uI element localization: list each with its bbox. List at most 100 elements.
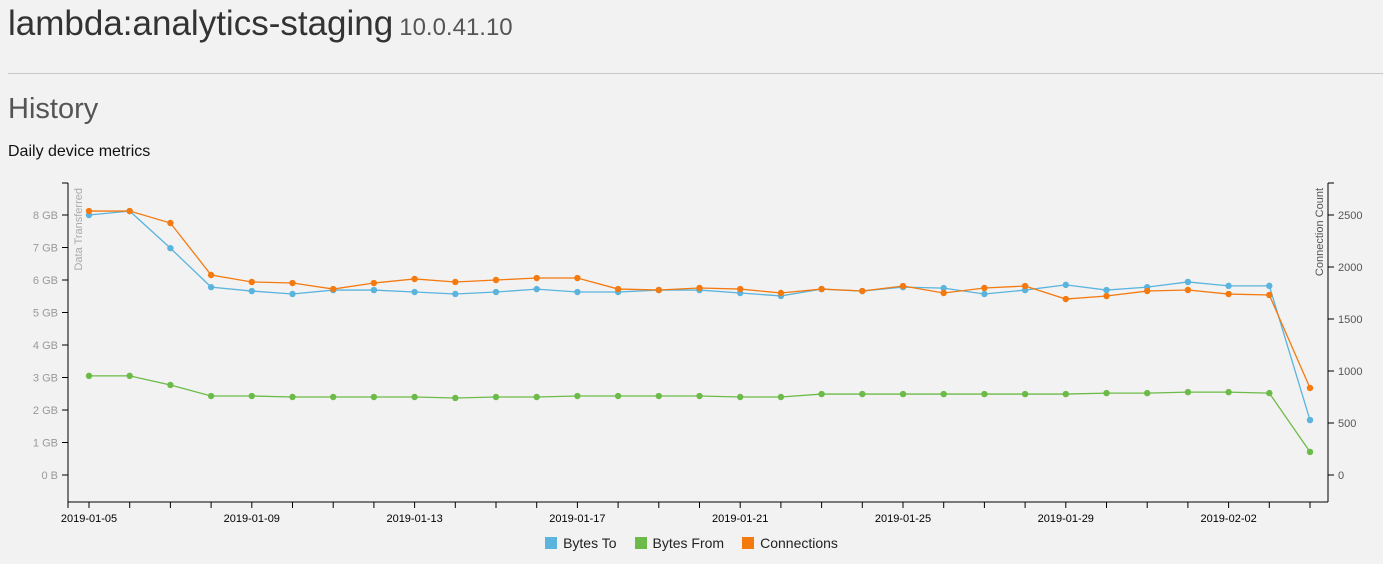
data-point[interactable] bbox=[737, 393, 744, 401]
x-tick-label: 2019-01-17 bbox=[549, 513, 605, 525]
data-point[interactable] bbox=[248, 287, 255, 295]
x-tick-label: 2019-01-05 bbox=[61, 513, 117, 525]
data-point[interactable] bbox=[574, 274, 581, 282]
data-point[interactable] bbox=[126, 207, 133, 215]
data-point[interactable] bbox=[289, 290, 296, 298]
data-point[interactable] bbox=[818, 285, 825, 293]
data-point[interactable] bbox=[492, 276, 500, 284]
data-point[interactable] bbox=[248, 278, 255, 286]
data-point[interactable] bbox=[1021, 282, 1029, 290]
data-point[interactable] bbox=[207, 283, 215, 291]
data-point[interactable] bbox=[411, 288, 418, 296]
data-point[interactable] bbox=[696, 392, 703, 400]
data-point[interactable] bbox=[1225, 290, 1232, 298]
data-point[interactable] bbox=[1103, 286, 1110, 294]
data-point[interactable] bbox=[289, 393, 296, 401]
data-point[interactable] bbox=[85, 372, 93, 380]
data-point[interactable] bbox=[614, 392, 622, 400]
x-tick-label: 2019-01-09 bbox=[224, 513, 280, 525]
data-point[interactable] bbox=[330, 393, 337, 401]
data-point[interactable] bbox=[696, 284, 703, 292]
data-point[interactable] bbox=[1144, 287, 1151, 295]
data-point[interactable] bbox=[1184, 286, 1192, 294]
data-point[interactable] bbox=[1021, 390, 1029, 398]
data-point[interactable] bbox=[1306, 448, 1314, 456]
x-tick-label: 2019-01-13 bbox=[386, 513, 442, 525]
data-point[interactable] bbox=[167, 381, 174, 389]
data-point[interactable] bbox=[614, 285, 622, 293]
legend-label: Connections bbox=[760, 535, 838, 551]
data-point[interactable] bbox=[818, 390, 825, 398]
data-point[interactable] bbox=[859, 390, 866, 398]
data-point[interactable] bbox=[1225, 282, 1232, 290]
data-point[interactable] bbox=[859, 287, 866, 295]
data-point[interactable] bbox=[411, 275, 418, 283]
data-point[interactable] bbox=[981, 290, 988, 298]
data-point[interactable] bbox=[452, 290, 459, 298]
data-point[interactable] bbox=[492, 393, 500, 401]
data-point[interactable] bbox=[1306, 384, 1314, 392]
data-point[interactable] bbox=[655, 286, 662, 294]
section-title: History bbox=[8, 93, 99, 125]
data-point[interactable] bbox=[940, 289, 947, 297]
series-connections bbox=[85, 207, 1314, 392]
data-point[interactable] bbox=[370, 393, 378, 401]
data-point[interactable] bbox=[533, 274, 540, 282]
data-point[interactable] bbox=[167, 219, 174, 227]
data-point[interactable] bbox=[1184, 388, 1192, 396]
legend-label: Bytes To bbox=[563, 535, 617, 551]
data-point[interactable] bbox=[85, 207, 93, 215]
data-point[interactable] bbox=[533, 285, 540, 293]
data-point[interactable] bbox=[1184, 278, 1192, 286]
data-point[interactable] bbox=[370, 286, 378, 294]
data-point[interactable] bbox=[1225, 388, 1232, 396]
data-point[interactable] bbox=[370, 279, 378, 287]
data-point[interactable] bbox=[737, 285, 744, 293]
data-point[interactable] bbox=[981, 284, 988, 292]
data-point[interactable] bbox=[533, 393, 540, 401]
data-point[interactable] bbox=[574, 392, 581, 400]
data-point[interactable] bbox=[1062, 390, 1070, 398]
series-line bbox=[89, 210, 1311, 389]
legend-item[interactable]: Connections bbox=[742, 535, 838, 551]
data-point[interactable] bbox=[452, 278, 459, 286]
data-point[interactable] bbox=[1266, 389, 1273, 397]
data-point[interactable] bbox=[777, 393, 785, 401]
chart-legend: Bytes To Bytes From Connections bbox=[0, 535, 1383, 551]
data-point[interactable] bbox=[1103, 292, 1110, 300]
legend-item[interactable]: Bytes From bbox=[634, 535, 724, 551]
data-point[interactable] bbox=[411, 393, 418, 401]
series-bytes-to bbox=[85, 207, 1314, 424]
chart-subtitle: Daily device metrics bbox=[8, 143, 151, 160]
data-point[interactable] bbox=[655, 392, 662, 400]
data-point[interactable] bbox=[452, 394, 459, 402]
y-right-tick-label: 0 bbox=[1338, 470, 1344, 482]
data-point[interactable] bbox=[1062, 295, 1070, 303]
data-point[interactable] bbox=[574, 288, 581, 296]
data-point[interactable] bbox=[330, 285, 337, 293]
data-point[interactable] bbox=[899, 390, 907, 398]
data-point[interactable] bbox=[126, 372, 133, 380]
data-point[interactable] bbox=[167, 244, 174, 252]
legend-swatch bbox=[545, 537, 558, 549]
y-left-tick-label: 4 GB bbox=[33, 340, 58, 352]
y-right-tick-label: 2000 bbox=[1338, 262, 1362, 274]
data-point[interactable] bbox=[899, 282, 907, 290]
data-point[interactable] bbox=[1062, 281, 1070, 289]
y-right-axis-label: Connection Count bbox=[1314, 188, 1326, 276]
data-point[interactable] bbox=[289, 279, 296, 287]
data-point[interactable] bbox=[940, 284, 947, 292]
data-point[interactable] bbox=[207, 392, 215, 400]
data-point[interactable] bbox=[1306, 416, 1314, 424]
data-point[interactable] bbox=[248, 392, 255, 400]
data-point[interactable] bbox=[981, 390, 988, 398]
data-point[interactable] bbox=[492, 288, 500, 296]
data-point[interactable] bbox=[207, 271, 215, 279]
data-point[interactable] bbox=[1266, 291, 1273, 299]
data-point[interactable] bbox=[1266, 282, 1273, 290]
data-point[interactable] bbox=[777, 289, 785, 297]
legend-item[interactable]: Bytes To bbox=[545, 535, 617, 551]
data-point[interactable] bbox=[1103, 389, 1110, 397]
data-point[interactable] bbox=[1144, 389, 1151, 397]
data-point[interactable] bbox=[940, 390, 947, 398]
